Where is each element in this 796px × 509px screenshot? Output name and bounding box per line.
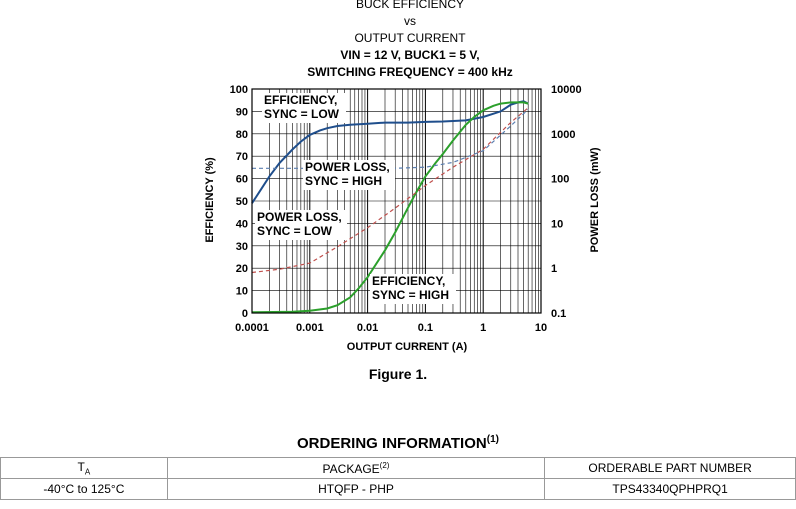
header-ta: TA [0, 457, 168, 479]
y-tick-label: 30 [236, 241, 248, 253]
chart-title-block: BUCK EFFICIENCY vs OUTPUT CURRENT VIN = … [230, 0, 590, 81]
series-line [252, 108, 529, 169]
y-tick-label: 50 [236, 196, 248, 208]
chart-title-line-5: SWITCHING FREQUENCY = 400 kHz [307, 65, 513, 79]
header-package-note: (2) [379, 460, 390, 470]
cell-package: HTQFP - PHP [166, 478, 546, 500]
y-tick-label: 80 [236, 129, 248, 141]
cell-ta: -40°C to 125°C [0, 478, 168, 500]
annotation-text: SYNC = HIGH [305, 174, 382, 188]
chart-title-line-1: BUCK EFFICIENCY [355, 0, 464, 11]
chart-title-line-2: vs [404, 14, 416, 28]
header-package: PACKAGE(2) [166, 457, 546, 479]
ordering-information-title: ORDERING INFORMATION(1) [0, 434, 796, 452]
header-ta-main: T [77, 459, 85, 474]
y-tick-label: 70 [236, 151, 248, 163]
annotation-text: POWER LOSS, [257, 210, 342, 224]
y2-tick-label: 0.1 [551, 308, 566, 320]
annotation-background [303, 160, 395, 190]
x-axis-label: OUTPUT CURRENT (A) [347, 341, 468, 353]
annotation-background [370, 274, 456, 304]
annotation-text: SYNC = LOW [257, 224, 333, 238]
annotation-power-loss-sync-high: POWER LOSS,SYNC = HIGH [303, 160, 395, 190]
header-ta-sub: A [84, 467, 91, 477]
header-part-number: ORDERABLE PART NUMBER [544, 457, 796, 479]
header-package-text: PACKAGE [322, 461, 380, 476]
y2-tick-label: 10000 [551, 84, 582, 96]
ordering-table: TA PACKAGE(2) ORDERABLE PART NUMBER -40°… [0, 457, 796, 500]
annotation-text: POWER LOSS, [305, 160, 390, 174]
series-line [251, 107, 529, 274]
annotation-background [262, 93, 346, 123]
series-line [251, 100, 529, 204]
ordering-title-note: (1) [486, 434, 499, 445]
annotation-power-loss-sync-low: POWER LOSS,SYNC = LOW [255, 210, 347, 240]
x-tick-label: 0.001 [296, 322, 324, 334]
y2-tick-label: 100 [551, 174, 569, 186]
y-tick-label: 40 [236, 218, 248, 230]
annotation-background [255, 210, 347, 240]
table-row: -40°C to 125°C HTQFP - PHP TPS43340QPHPR… [0, 478, 796, 500]
y-tick-label: 90 [236, 106, 248, 118]
y-tick-label: 60 [236, 174, 248, 186]
ordering-header-row: TA PACKAGE(2) ORDERABLE PART NUMBER [0, 457, 796, 479]
y2-tick-label: 10 [551, 218, 563, 230]
x-tick-label: 10 [535, 322, 547, 334]
cell-part-number: TPS43340QPHPRQ1 [544, 478, 796, 500]
y-tick-label: 20 [236, 263, 248, 275]
y2-axis-label: POWER LOSS (mW) [589, 147, 601, 252]
x-tick-label: 0.01 [357, 322, 378, 334]
x-tick-label: 0.0001 [235, 322, 269, 334]
y2-tick-label: 1000 [551, 129, 575, 141]
annotation-efficiency-sync-high: EFFICIENCY,SYNC = HIGH [370, 274, 456, 304]
annotation-efficiency-sync-low: EFFICIENCY,SYNC = LOW [262, 93, 346, 123]
y-axis-label: EFFICIENCY (%) [204, 157, 216, 243]
y2-tick-label: 1 [551, 263, 557, 275]
x-tick-label: 0.1 [418, 322, 433, 334]
annotation-text: SYNC = LOW [264, 107, 340, 121]
annotation-text: EFFICIENCY, [372, 274, 445, 288]
figure-caption: Figure 1. [368, 366, 428, 382]
x-tick-label: 1 [480, 322, 486, 334]
chart-ticks: 0.0001 0.001 0.01 0.1 1 100102030405060708090… [230, 84, 582, 334]
chart-title-line-4: VIN = 12 V, BUCK1 = 5 V, [340, 48, 480, 62]
annotation-text: SYNC = HIGH [372, 288, 449, 302]
y-tick-label: 0 [242, 308, 248, 320]
series-line [251, 101, 529, 314]
efficiency-chart: 0.0001 0.001 0.01 0.1 1 100102030405060708090… [204, 84, 601, 353]
y-tick-label: 10 [236, 286, 248, 298]
y-tick-label: 100 [230, 84, 248, 96]
chart-title-line-3: OUTPUT CURRENT [354, 31, 466, 45]
chart-grid [252, 89, 541, 313]
plot-frame [251, 88, 542, 314]
ordering-title-text: ORDERING INFORMATION [297, 435, 487, 452]
chart-series [251, 100, 529, 314]
annotation-text: EFFICIENCY, [264, 93, 337, 107]
